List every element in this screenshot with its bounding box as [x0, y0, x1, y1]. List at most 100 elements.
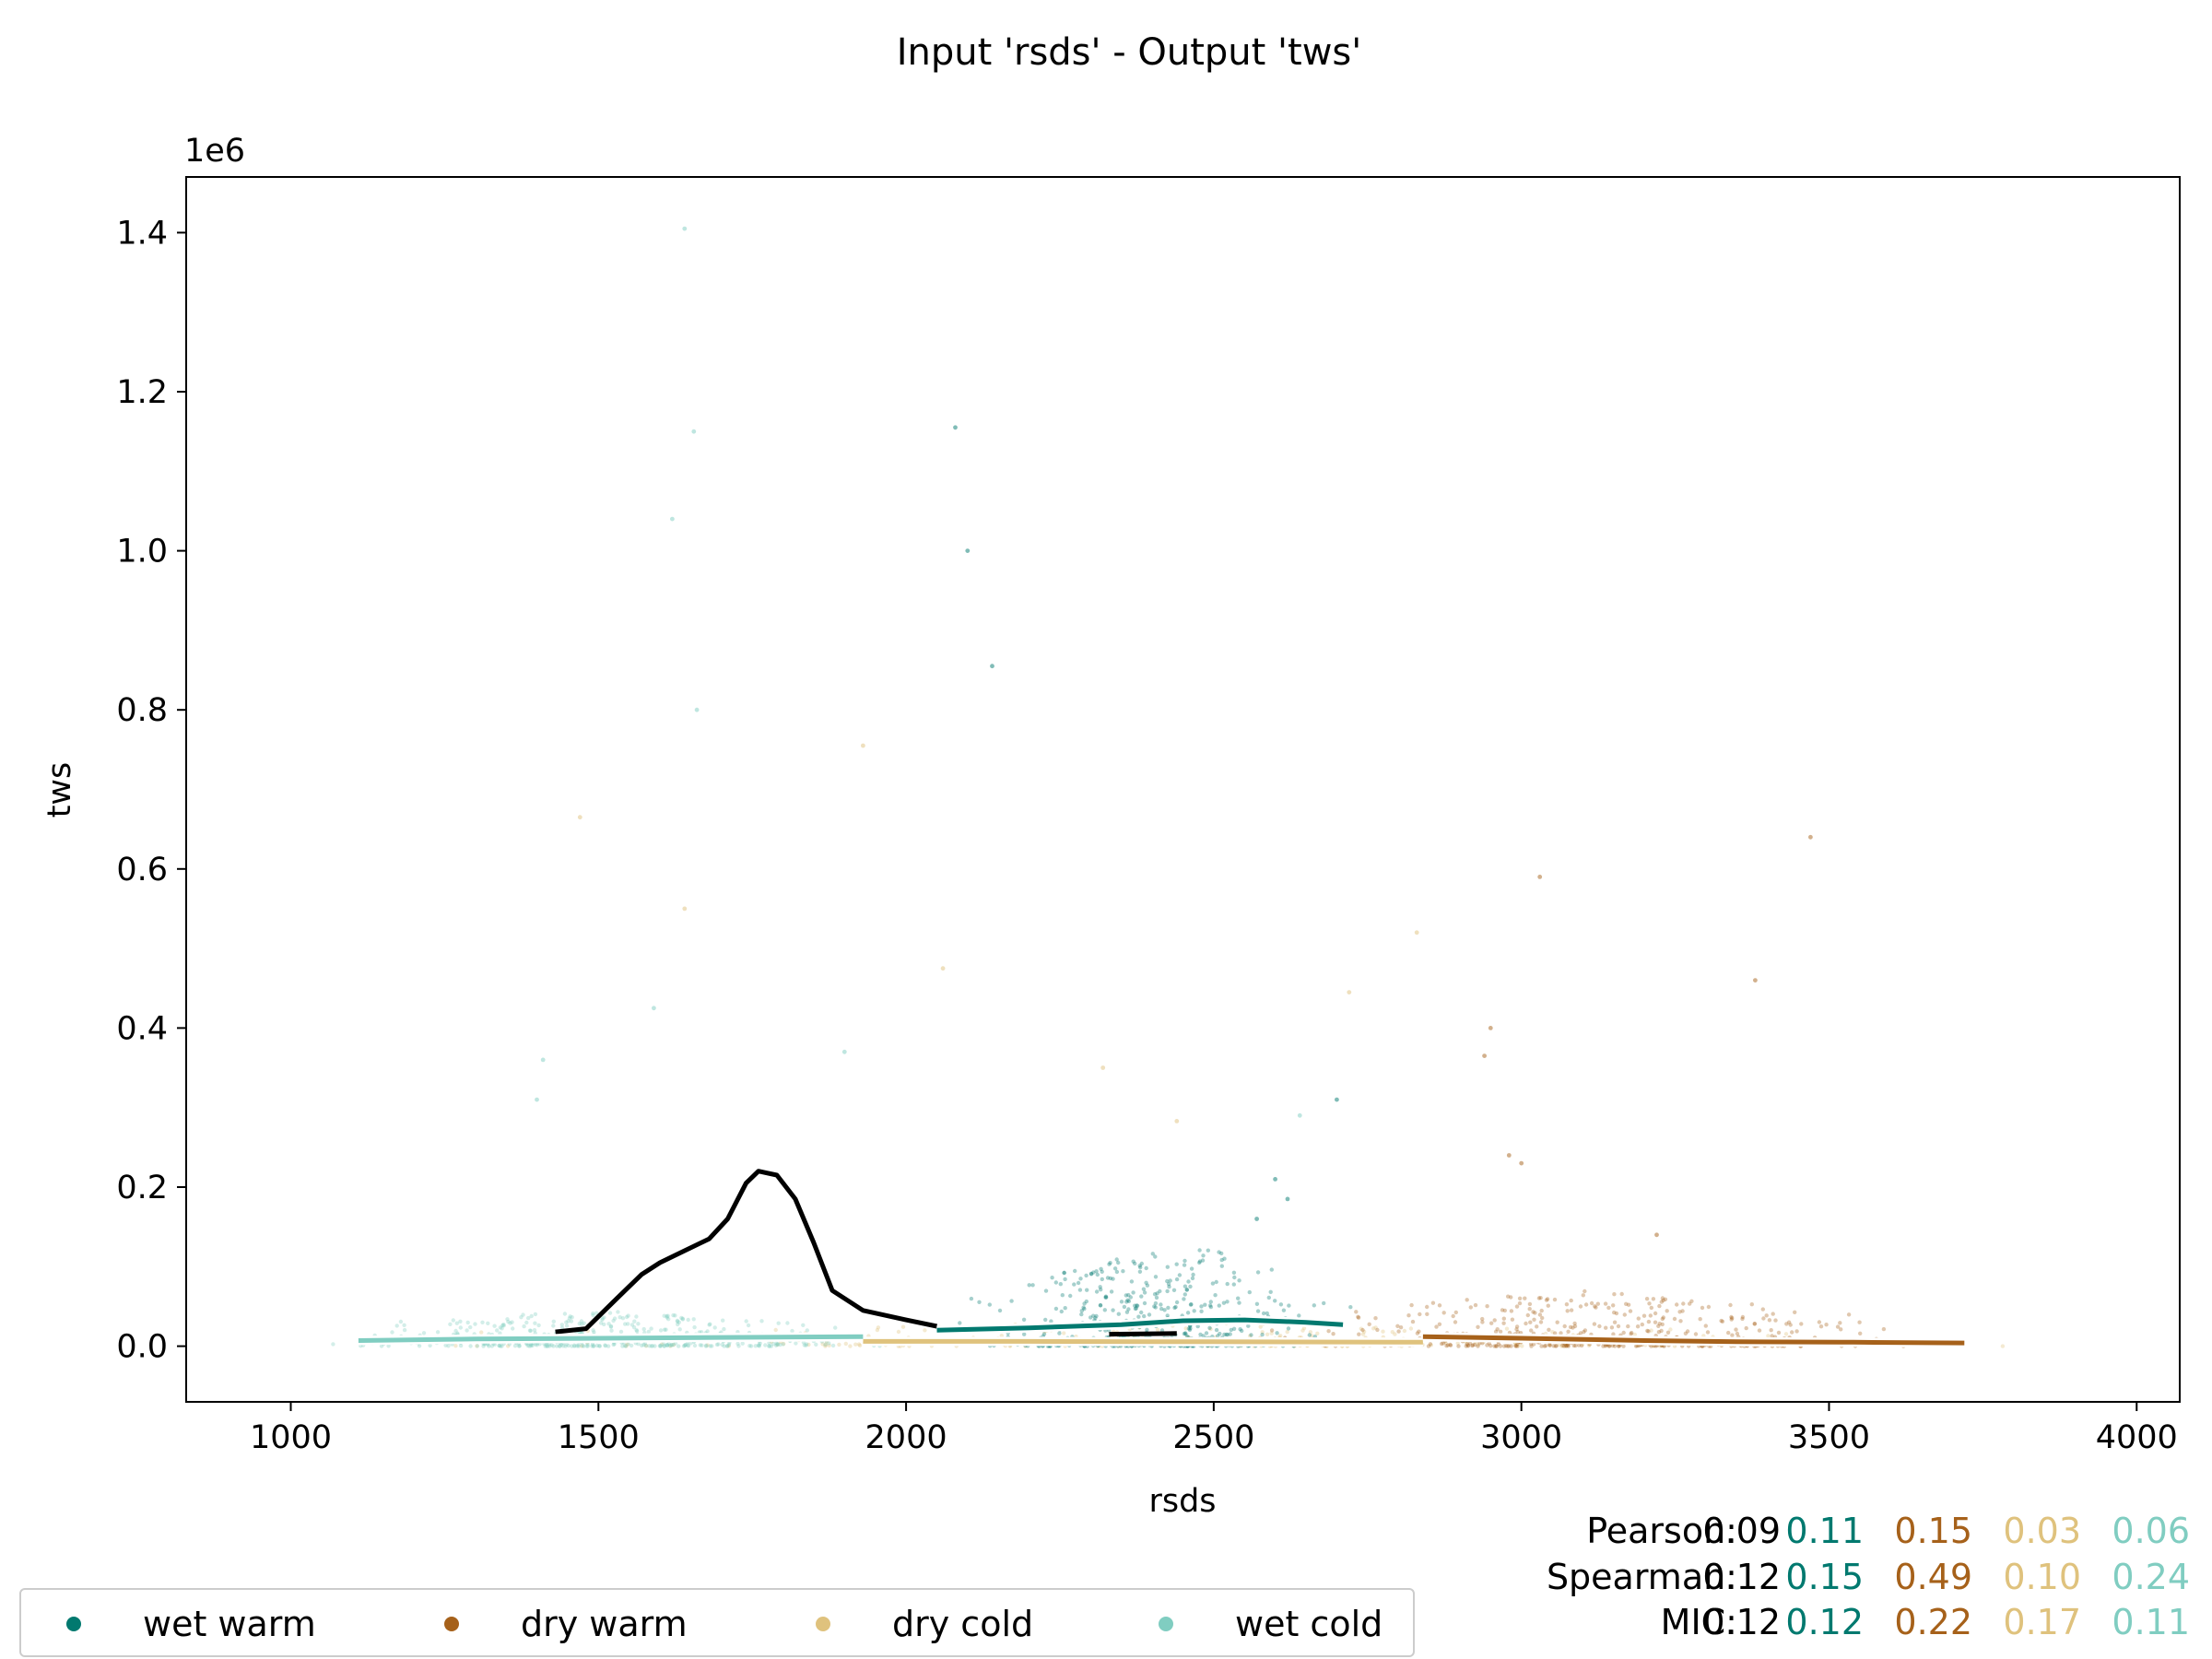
outlier-point	[694, 707, 700, 712]
scatter-point	[1799, 1322, 1804, 1326]
scatter-point	[1626, 1302, 1631, 1307]
scatter-point	[1566, 1344, 1571, 1348]
scatter-point	[1375, 1327, 1380, 1333]
scatter-point	[1144, 1265, 1148, 1271]
scatter-point	[572, 1343, 577, 1348]
scatter-point	[1104, 1295, 1109, 1300]
scatter-point	[1749, 1302, 1755, 1307]
scatter-point	[1287, 1303, 1291, 1308]
scatter-point	[608, 1324, 614, 1329]
scatter-point	[1133, 1303, 1137, 1308]
x-axis-label: rsds	[1148, 1483, 1216, 1520]
scatter-point	[1094, 1269, 1099, 1274]
y-tick-label: 1.0	[116, 534, 168, 571]
scatter-point	[707, 1323, 712, 1327]
scatter-point	[1681, 1301, 1686, 1306]
scatter-point	[1794, 1329, 1799, 1334]
scatter-point	[1231, 1326, 1237, 1332]
scatter-point	[1240, 1328, 1244, 1334]
scatter-point	[1166, 1305, 1171, 1311]
scatter-point	[1402, 1328, 1407, 1334]
scatter-point	[1705, 1330, 1711, 1335]
scatter-point	[644, 1344, 649, 1348]
scatter-point	[1648, 1313, 1653, 1318]
scatter-point	[524, 1320, 529, 1325]
scatter-point	[1222, 1332, 1227, 1337]
scatter-point	[1188, 1284, 1193, 1289]
scatter-point	[443, 1343, 448, 1347]
scatter-point	[1398, 1325, 1404, 1330]
scatter-point	[958, 1321, 962, 1325]
scatter-point	[1573, 1343, 1578, 1348]
scatter-point	[1583, 1302, 1589, 1307]
scatter-point	[776, 1321, 781, 1325]
scatter-point	[1445, 1343, 1451, 1347]
scatter-point	[673, 1313, 677, 1318]
scatter-point	[680, 1317, 686, 1322]
scatter-point	[1546, 1303, 1551, 1308]
y-tick-label: 0.2	[116, 1170, 168, 1206]
scatter-point	[394, 1324, 399, 1328]
scatter-point	[1476, 1324, 1480, 1330]
scatter-point	[453, 1344, 458, 1348]
scatter-point	[1628, 1309, 1633, 1313]
scatter-point	[1430, 1300, 1436, 1305]
scatter-point	[1771, 1312, 1775, 1316]
scatter-point	[1529, 1344, 1534, 1348]
legend-marker	[1159, 1617, 1173, 1631]
scatter-point	[1645, 1328, 1650, 1334]
scatter-point	[1443, 1340, 1448, 1346]
scatter-point	[1043, 1317, 1048, 1323]
scatter-point	[1260, 1330, 1265, 1335]
scatter-point	[611, 1318, 616, 1324]
scatter-point	[1079, 1312, 1084, 1317]
scatter-point	[820, 1342, 825, 1347]
scatter-point	[1536, 1296, 1542, 1300]
scatter-point	[830, 1343, 836, 1348]
scatter-point	[1139, 1294, 1144, 1299]
scatter-point	[676, 1322, 680, 1327]
scatter-point	[1622, 1312, 1628, 1317]
scatter-point	[1191, 1272, 1195, 1277]
scatter-point	[675, 1318, 680, 1324]
scatter-point	[1208, 1300, 1214, 1304]
scatter-point	[1527, 1307, 1532, 1312]
scatter-point	[1261, 1311, 1266, 1316]
scatter-point	[1532, 1317, 1536, 1323]
scatter-point	[1232, 1275, 1237, 1280]
scatter-point	[1091, 1270, 1096, 1275]
scatter-point	[1222, 1256, 1227, 1261]
scatter-point	[500, 1344, 504, 1348]
scatter-point	[1098, 1303, 1103, 1308]
scatter-point	[1152, 1292, 1158, 1297]
scatter-point	[767, 1340, 771, 1346]
scatter-point	[1260, 1332, 1265, 1337]
scatter-point	[747, 1344, 752, 1348]
scatter-point	[1611, 1303, 1616, 1308]
scatter-point	[1297, 1313, 1301, 1318]
scatter-point	[1538, 1296, 1543, 1300]
scatter-point	[636, 1342, 641, 1347]
scatter-point	[1611, 1332, 1616, 1336]
scatter-point	[1105, 1276, 1111, 1280]
scatter-point	[625, 1342, 629, 1347]
scatter-point	[1237, 1278, 1241, 1283]
scatter-point	[1700, 1305, 1705, 1311]
scatter-point	[1359, 1326, 1364, 1331]
scatter-point	[804, 1343, 808, 1347]
scatter-point	[1153, 1275, 1159, 1279]
scatter-point	[1653, 1311, 1658, 1316]
scatter-point	[1583, 1288, 1587, 1294]
scatter-point	[1131, 1290, 1135, 1295]
scatter-points	[331, 226, 2006, 1348]
scatter-point	[1764, 1313, 1769, 1318]
scatter-point	[1448, 1342, 1453, 1347]
scatter-point	[1498, 1329, 1503, 1335]
scatter-point	[1269, 1328, 1275, 1333]
y-tick-label: 0.4	[116, 1010, 168, 1047]
scatter-point	[554, 1344, 559, 1348]
x-tick-label: 3500	[1788, 1419, 1870, 1456]
scatter-point	[665, 1313, 670, 1318]
scatter-point	[1706, 1304, 1712, 1310]
scatter-point	[708, 1344, 712, 1348]
